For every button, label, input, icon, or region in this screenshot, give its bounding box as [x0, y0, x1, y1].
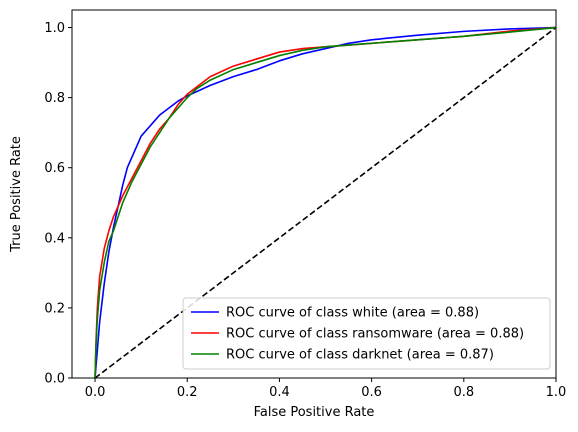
x-tick-label: 0.4 [269, 385, 290, 400]
series-line-2 [94, 26, 556, 378]
x-tick-label: 0.8 [453, 385, 474, 400]
x-axis: 0.0 0.2 0.4 0.6 0.8 1.0 [85, 378, 567, 400]
legend-box [182, 297, 551, 370]
axes-frame [71, 9, 557, 379]
diagonal-reference-line [94, 26, 556, 378]
y-tick-label: 0.6 [44, 161, 65, 176]
x-tick-label: 0.0 [85, 385, 106, 400]
y-axis: 0.0 0.2 0.4 0.6 0.8 1.0 [44, 21, 72, 387]
legend-entry: ROC curve of class ransomware (area = 0.… [226, 327, 524, 342]
x-tick-label: 1.0 [546, 385, 567, 400]
x-tick-label: 0.6 [361, 385, 382, 400]
y-tick-label: 0.8 [44, 91, 65, 106]
legend-entry: ROC curve of class darknet (area = 0.87) [226, 348, 494, 363]
x-axis-label: False Positive Rate [254, 405, 375, 420]
y-axis-label: True Positive Rate [9, 136, 24, 253]
x-tick-label: 0.2 [177, 385, 198, 400]
y-tick-label: 0.4 [44, 231, 65, 246]
y-tick-label: 1.0 [44, 21, 65, 36]
plot-area [94, 26, 556, 378]
y-tick-label: 0.0 [44, 372, 65, 387]
y-tick-label: 0.2 [44, 301, 65, 316]
legend-entry: ROC curve of class white (area = 0.88) [226, 306, 479, 321]
legend: ROC curve of class white (area = 0.88) RO… [182, 297, 551, 370]
